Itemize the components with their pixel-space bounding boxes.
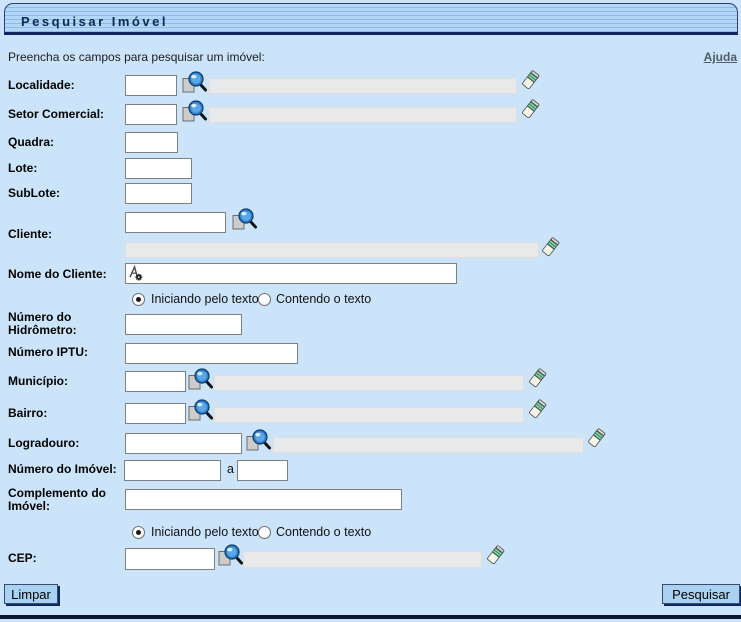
setor-comercial-eraser-icon[interactable]: [521, 96, 540, 122]
complemento-imovel-label: Complemento do Imóvel:: [8, 486, 106, 513]
localidade-input[interactable]: [125, 75, 177, 96]
quadra-input[interactable]: [125, 132, 178, 153]
numero-imovel-from-input[interactable]: [124, 460, 221, 481]
title-bar: Pesquisar Imóvel: [4, 3, 738, 35]
numero-imovel-label: Número do Imóvel:: [8, 462, 117, 476]
nome-cliente-label: Nome do Cliente:: [8, 267, 107, 281]
logradouro-display-field: [273, 437, 584, 453]
endereco-mode-contendo-label: Contendo o texto: [276, 525, 372, 539]
nome-mode-iniciando-label: Iniciando pelo texto: [151, 292, 259, 306]
sublote-input[interactable]: [125, 183, 192, 204]
cep-label: CEP:: [8, 551, 37, 565]
numero-iptu-label: Número IPTU:: [8, 345, 89, 359]
bottom-bar: [0, 615, 741, 619]
numero-imovel-range-separator: a: [227, 462, 234, 476]
cep-eraser-icon[interactable]: [486, 542, 505, 568]
localidade-search-icon[interactable]: [181, 70, 207, 93]
endereco-mode-contendo-radio[interactable]: [258, 526, 271, 539]
setor-comercial-display-field: [209, 107, 517, 123]
help-link[interactable]: Ajuda: [703, 50, 737, 64]
cliente-label: Cliente:: [8, 227, 53, 241]
cep-input[interactable]: [125, 548, 215, 570]
bairro-display-field: [214, 407, 524, 423]
pesquisar-button[interactable]: Pesquisar: [662, 584, 740, 604]
setor-comercial-input[interactable]: [125, 104, 177, 125]
cep-search-icon[interactable]: [217, 543, 243, 566]
numero-hidrometro-label: Número do Hidrômetro:: [8, 310, 77, 337]
cliente-input[interactable]: [125, 212, 226, 233]
bairro-search-icon[interactable]: [187, 398, 213, 421]
bairro-label: Bairro:: [8, 406, 48, 420]
logradouro-search-icon[interactable]: [245, 428, 271, 451]
endereco-mode-iniciando-radio[interactable]: [132, 526, 145, 539]
cliente-display-field: [125, 242, 539, 258]
limpar-button[interactable]: Limpar: [4, 584, 58, 604]
quadra-label: Quadra:: [8, 135, 55, 149]
bairro-input[interactable]: [125, 403, 186, 424]
endereco-mode-iniciando-label: Iniciando pelo texto: [151, 525, 259, 539]
municipio-search-icon[interactable]: [187, 367, 213, 390]
localidade-display-field: [209, 78, 517, 94]
municipio-display-field: [214, 375, 524, 391]
page-title: Pesquisar Imóvel: [21, 14, 168, 29]
numero-iptu-input[interactable]: [125, 343, 298, 364]
setor-comercial-label: Setor Comercial:: [8, 107, 105, 121]
municipio-input[interactable]: [125, 371, 186, 392]
municipio-label: Município:: [8, 374, 68, 388]
cep-display-field: [243, 551, 482, 568]
logradouro-input[interactable]: [125, 433, 242, 454]
numero-hidrometro-input[interactable]: [125, 314, 242, 335]
lote-label: Lote:: [8, 161, 38, 175]
nome-mode-contendo-label: Contendo o texto: [276, 292, 372, 306]
sublote-label: SubLote:: [8, 186, 60, 200]
setor-comercial-search-icon[interactable]: [181, 99, 207, 122]
cliente-search-icon[interactable]: [231, 207, 257, 230]
lote-input[interactable]: [125, 158, 192, 179]
cliente-eraser-icon[interactable]: [541, 234, 560, 260]
complemento-imovel-input[interactable]: [125, 489, 402, 510]
intro-text: Preencha os campos para pesquisar um imó…: [8, 50, 265, 64]
text-search-options-icon: [127, 264, 144, 282]
municipio-eraser-icon[interactable]: [528, 365, 547, 391]
logradouro-eraser-icon[interactable]: [587, 425, 606, 451]
nome-mode-contendo-radio[interactable]: [258, 293, 271, 306]
bairro-eraser-icon[interactable]: [528, 396, 547, 422]
localidade-eraser-icon[interactable]: [521, 67, 540, 93]
logradouro-label: Logradouro:: [8, 436, 80, 450]
nome-cliente-input[interactable]: [125, 263, 457, 284]
localidade-label: Localidade:: [8, 78, 75, 92]
nome-mode-iniciando-radio[interactable]: [132, 293, 145, 306]
numero-imovel-to-input[interactable]: [237, 460, 288, 481]
